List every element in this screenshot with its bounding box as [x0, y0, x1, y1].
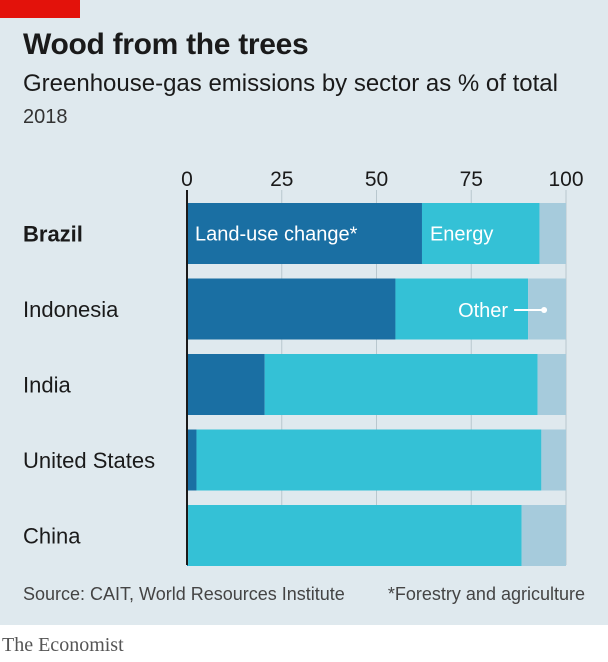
x-tick-label: 0: [181, 168, 193, 191]
category-label: Brazil: [23, 222, 83, 247]
bar-segment: [187, 354, 265, 415]
series-label-land-use: Land-use change*: [195, 224, 358, 246]
chart-title: Wood from the trees: [23, 28, 309, 61]
x-tick-label: 100: [548, 168, 583, 191]
publication-brand: The Economist: [2, 634, 124, 656]
category-label: Indonesia: [23, 297, 119, 322]
bar-segment: [521, 505, 566, 566]
bar-segment: [537, 354, 566, 415]
x-tick-label: 25: [270, 168, 293, 191]
bar-segment: [395, 278, 529, 340]
stacked-bar-chart: 0 25 50 75 100 Brazil Indonesia India United Sta…: [23, 168, 584, 566]
footnote: *Forestry and agriculture: [387, 584, 585, 604]
bar-layer: [186, 190, 566, 566]
bar-segment: [264, 354, 538, 415]
series-label-energy: Energy: [430, 224, 493, 246]
bar-segment: [187, 429, 197, 491]
category-label: China: [23, 524, 81, 549]
source-note: Source: CAIT, World Resources Institute: [23, 584, 345, 604]
bar-segment: [188, 505, 522, 566]
bar-segment: [187, 278, 396, 340]
bar-segment: [541, 429, 566, 491]
brand-tag: [0, 0, 80, 18]
label-layer: 0 25 50 75 100 Brazil Indonesia India United Sta…: [23, 168, 584, 549]
series-label-other: Other: [458, 300, 508, 322]
bar-segment: [196, 429, 542, 491]
bar-segment: [539, 203, 566, 264]
chart-year: 2018: [23, 106, 68, 128]
chart-subtitle: Greenhouse-gas emissions by sector as % …: [23, 70, 558, 97]
x-tick-label: 75: [460, 168, 483, 191]
bar-segment: [187, 203, 422, 264]
other-leader-dot: [541, 307, 548, 313]
x-tick-label: 50: [365, 168, 388, 191]
category-label: United States: [23, 448, 155, 473]
bar-segment: [421, 203, 540, 264]
category-label: India: [23, 373, 71, 398]
